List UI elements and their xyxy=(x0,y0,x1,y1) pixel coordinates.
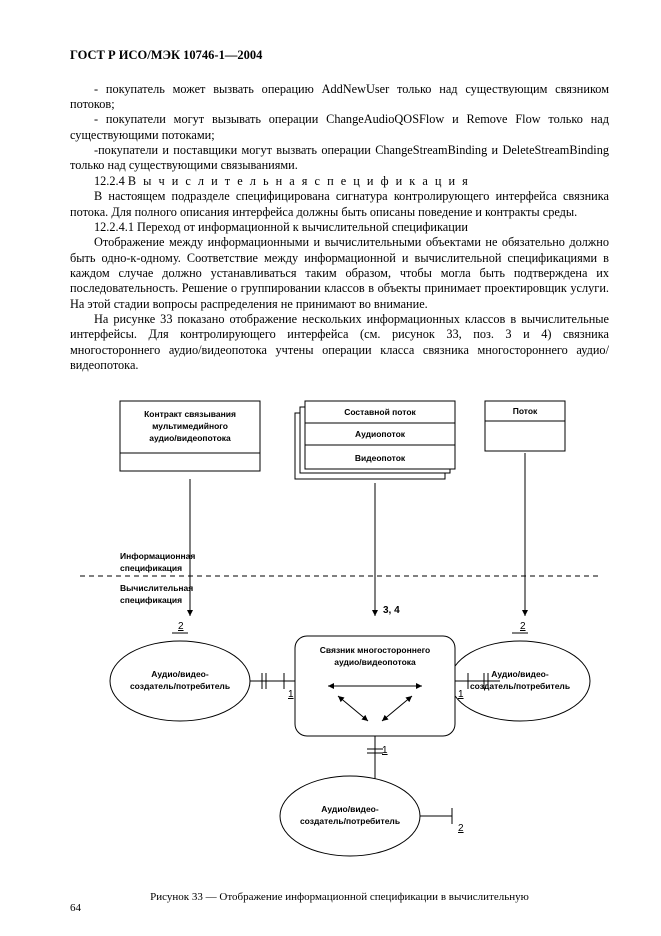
comp-audio: Аудиопоток xyxy=(354,429,405,439)
para-8: На рисунке 33 показано отображение неско… xyxy=(70,312,609,373)
center-l2: аудио/видеопотока xyxy=(334,657,416,667)
page-number: 64 xyxy=(70,902,81,916)
para-5: В настоящем подразделе специфицирована с… xyxy=(70,189,609,220)
para-2: - покупатели могут вызывать операции Cha… xyxy=(70,112,609,143)
stub-bottom: 2 xyxy=(420,808,464,834)
figure-33: Контракт связывания мультимедийного ауди… xyxy=(70,391,609,905)
para-6: 12.2.4.1 Переход от информационной к выч… xyxy=(70,220,609,235)
figure-caption: Рисунок 33 — Отображение информационной … xyxy=(70,891,609,905)
section-num: 12.2.4 xyxy=(94,174,125,188)
box-contract-l1: Контракт связывания xyxy=(144,409,236,419)
num2-left: 2 xyxy=(178,621,184,632)
ellipse-left: Аудио/видео- создатель/потребитель xyxy=(110,641,250,721)
para-3: -покупатели и поставщики могут вызвать о… xyxy=(70,143,609,174)
comp-title: Составной поток xyxy=(344,407,416,417)
para-4: 12.2.4 В ы ч и с л и т е л ь н а я с п е… xyxy=(70,174,609,189)
info-spec-l1: Информационная xyxy=(120,551,195,561)
section-title: В ы ч и с л и т е л ь н а я с п е ц и ф … xyxy=(128,174,470,188)
conn-right-1: 1 xyxy=(458,689,464,700)
ell-bot-l2: создатель/потребитель xyxy=(299,816,399,826)
center-box: Связник многостороннего аудио/видеопоток… xyxy=(295,636,455,736)
box-flow: Поток xyxy=(485,401,565,451)
ell-left-l1: Аудио/видео- xyxy=(151,669,209,679)
para-7: Отображение между информационными и вычи… xyxy=(70,235,609,312)
comp-spec-l1: Вычислительная xyxy=(120,583,193,593)
ell-bot-l1: Аудио/видео- xyxy=(321,804,379,814)
flow-label: Поток xyxy=(512,406,537,416)
ell-right-l2: создатель/потребитель xyxy=(469,681,569,691)
box-contract-l2: мультимедийного xyxy=(152,421,228,431)
info-spec-l2: спецификация xyxy=(120,563,182,573)
diagram-svg: Контракт связывания мультимедийного ауди… xyxy=(80,391,600,881)
comp-spec-l2: спецификация xyxy=(120,595,182,605)
ell-left-l2: создатель/потребитель xyxy=(129,681,229,691)
ellipse-bottom: Аудио/видео- создатель/потребитель xyxy=(280,776,420,856)
arrow-label: 3, 4 xyxy=(383,605,400,616)
document-id: ГОСТ Р ИСО/МЭК 10746-1—2004 xyxy=(70,48,609,64)
para-1: - покупатель может вызвать операцию AddN… xyxy=(70,82,609,113)
num2-right: 2 xyxy=(520,621,526,632)
comp-video: Видеопоток xyxy=(354,453,405,463)
conn-bot-1: 1 xyxy=(382,745,388,756)
ell-right-l1: Аудио/видео- xyxy=(491,669,549,679)
box-composite: Составной поток Аудиопоток Видеопоток xyxy=(295,401,455,479)
conn-left-1: 1 xyxy=(288,689,294,700)
document-page: ГОСТ Р ИСО/МЭК 10746-1—2004 - покупатель… xyxy=(0,0,661,936)
stub-2: 2 xyxy=(458,823,464,834)
center-l1: Связник многостороннего xyxy=(319,645,430,655)
box-contract: Контракт связывания мультимедийного ауди… xyxy=(120,401,260,471)
box-contract-l3: аудио/видеопотока xyxy=(149,433,231,443)
conn-left: 1 xyxy=(250,673,295,700)
